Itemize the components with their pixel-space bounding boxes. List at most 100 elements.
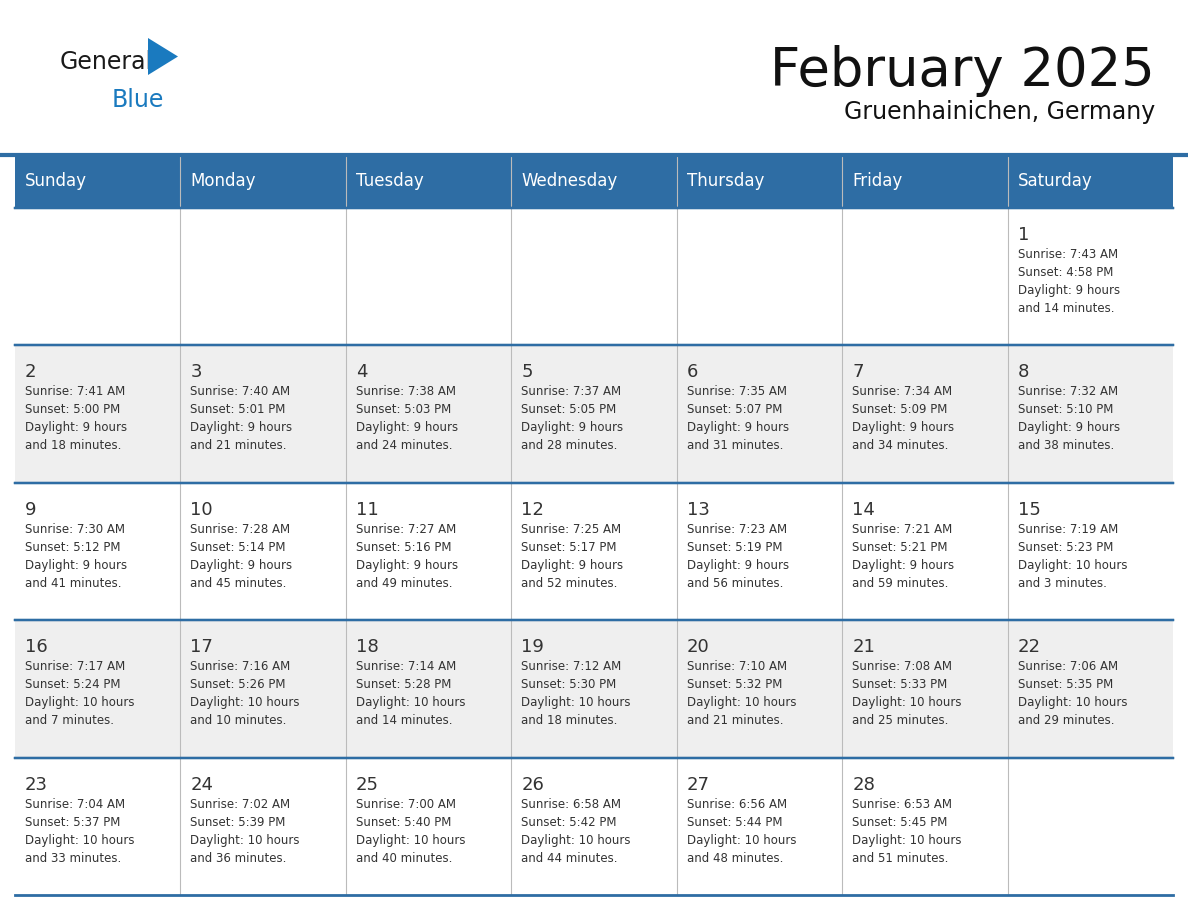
Bar <box>346 208 511 345</box>
Bar <box>346 483 511 621</box>
Text: Sunrise: 7:25 AM
Sunset: 5:17 PM
Daylight: 9 hours
and 52 minutes.: Sunrise: 7:25 AM Sunset: 5:17 PM Dayligh… <box>522 522 624 589</box>
Text: Gruenhainichen, Germany: Gruenhainichen, Germany <box>843 100 1155 124</box>
Text: Sunrise: 6:53 AM
Sunset: 5:45 PM
Daylight: 10 hours
and 51 minutes.: Sunrise: 6:53 AM Sunset: 5:45 PM Dayligh… <box>852 798 961 865</box>
Text: 6: 6 <box>687 364 699 381</box>
Text: Sunrise: 7:02 AM
Sunset: 5:39 PM
Daylight: 10 hours
and 36 minutes.: Sunrise: 7:02 AM Sunset: 5:39 PM Dayligh… <box>190 798 299 865</box>
Bar <box>346 621 511 757</box>
Text: Sunrise: 7:10 AM
Sunset: 5:32 PM
Daylight: 10 hours
and 21 minutes.: Sunrise: 7:10 AM Sunset: 5:32 PM Dayligh… <box>687 660 796 727</box>
Text: Wednesday: Wednesday <box>522 173 618 191</box>
Text: 15: 15 <box>1018 501 1041 519</box>
Text: Sunrise: 7:14 AM
Sunset: 5:28 PM
Daylight: 10 hours
and 14 minutes.: Sunrise: 7:14 AM Sunset: 5:28 PM Dayligh… <box>356 660 466 727</box>
Bar <box>181 483 346 621</box>
Text: Sunrise: 7:35 AM
Sunset: 5:07 PM
Daylight: 9 hours
and 31 minutes.: Sunrise: 7:35 AM Sunset: 5:07 PM Dayligh… <box>687 386 789 453</box>
Bar <box>1007 757 1173 895</box>
Text: Sunrise: 7:00 AM
Sunset: 5:40 PM
Daylight: 10 hours
and 40 minutes.: Sunrise: 7:00 AM Sunset: 5:40 PM Dayligh… <box>356 798 466 865</box>
Bar <box>346 345 511 483</box>
Bar <box>15 757 181 895</box>
Bar <box>842 621 1007 757</box>
Text: 27: 27 <box>687 776 709 793</box>
Bar <box>511 483 677 621</box>
Text: Sunrise: 7:12 AM
Sunset: 5:30 PM
Daylight: 10 hours
and 18 minutes.: Sunrise: 7:12 AM Sunset: 5:30 PM Dayligh… <box>522 660 631 727</box>
Text: Saturday: Saturday <box>1018 173 1092 191</box>
Text: Sunrise: 7:16 AM
Sunset: 5:26 PM
Daylight: 10 hours
and 10 minutes.: Sunrise: 7:16 AM Sunset: 5:26 PM Dayligh… <box>190 660 299 727</box>
Text: Sunrise: 7:27 AM
Sunset: 5:16 PM
Daylight: 9 hours
and 49 minutes.: Sunrise: 7:27 AM Sunset: 5:16 PM Dayligh… <box>356 522 459 589</box>
Text: 9: 9 <box>25 501 37 519</box>
Text: February 2025: February 2025 <box>770 45 1155 97</box>
Text: Sunrise: 7:17 AM
Sunset: 5:24 PM
Daylight: 10 hours
and 7 minutes.: Sunrise: 7:17 AM Sunset: 5:24 PM Dayligh… <box>25 660 134 727</box>
Text: General: General <box>61 50 153 74</box>
Text: Monday: Monday <box>190 173 255 191</box>
Text: 1: 1 <box>1018 226 1029 244</box>
Text: 14: 14 <box>852 501 876 519</box>
Bar <box>842 483 1007 621</box>
Bar <box>181 345 346 483</box>
Bar <box>511 208 677 345</box>
Bar <box>677 345 842 483</box>
Bar <box>15 345 181 483</box>
Text: 20: 20 <box>687 638 709 656</box>
Text: Sunrise: 7:43 AM
Sunset: 4:58 PM
Daylight: 9 hours
and 14 minutes.: Sunrise: 7:43 AM Sunset: 4:58 PM Dayligh… <box>1018 248 1120 315</box>
Bar <box>842 345 1007 483</box>
Text: Sunrise: 6:56 AM
Sunset: 5:44 PM
Daylight: 10 hours
and 48 minutes.: Sunrise: 6:56 AM Sunset: 5:44 PM Dayligh… <box>687 798 796 865</box>
Bar <box>1007 208 1173 345</box>
Bar <box>677 757 842 895</box>
Bar <box>181 208 346 345</box>
Bar <box>511 345 677 483</box>
Text: 3: 3 <box>190 364 202 381</box>
Text: Sunrise: 7:06 AM
Sunset: 5:35 PM
Daylight: 10 hours
and 29 minutes.: Sunrise: 7:06 AM Sunset: 5:35 PM Dayligh… <box>1018 660 1127 727</box>
Text: Sunrise: 7:23 AM
Sunset: 5:19 PM
Daylight: 9 hours
and 56 minutes.: Sunrise: 7:23 AM Sunset: 5:19 PM Dayligh… <box>687 522 789 589</box>
Text: 19: 19 <box>522 638 544 656</box>
Text: 16: 16 <box>25 638 48 656</box>
Text: Sunday: Sunday <box>25 173 87 191</box>
Bar <box>15 621 181 757</box>
Text: 10: 10 <box>190 501 213 519</box>
Text: 18: 18 <box>356 638 379 656</box>
Bar <box>511 757 677 895</box>
Text: Sunrise: 7:38 AM
Sunset: 5:03 PM
Daylight: 9 hours
and 24 minutes.: Sunrise: 7:38 AM Sunset: 5:03 PM Dayligh… <box>356 386 459 453</box>
Text: Sunrise: 7:34 AM
Sunset: 5:09 PM
Daylight: 9 hours
and 34 minutes.: Sunrise: 7:34 AM Sunset: 5:09 PM Dayligh… <box>852 386 954 453</box>
Bar <box>181 621 346 757</box>
Text: 17: 17 <box>190 638 214 656</box>
Bar <box>15 155 1173 208</box>
Text: 24: 24 <box>190 776 214 793</box>
Text: 12: 12 <box>522 501 544 519</box>
Text: Sunrise: 7:30 AM
Sunset: 5:12 PM
Daylight: 9 hours
and 41 minutes.: Sunrise: 7:30 AM Sunset: 5:12 PM Dayligh… <box>25 522 127 589</box>
Text: 13: 13 <box>687 501 709 519</box>
Bar <box>181 757 346 895</box>
Text: 11: 11 <box>356 501 379 519</box>
Text: Sunrise: 7:04 AM
Sunset: 5:37 PM
Daylight: 10 hours
and 33 minutes.: Sunrise: 7:04 AM Sunset: 5:37 PM Dayligh… <box>25 798 134 865</box>
Bar <box>15 208 181 345</box>
Text: 28: 28 <box>852 776 876 793</box>
Text: Blue: Blue <box>112 88 164 112</box>
Text: 25: 25 <box>356 776 379 793</box>
Text: Sunrise: 7:28 AM
Sunset: 5:14 PM
Daylight: 9 hours
and 45 minutes.: Sunrise: 7:28 AM Sunset: 5:14 PM Dayligh… <box>190 522 292 589</box>
Bar <box>511 621 677 757</box>
Text: Sunrise: 6:58 AM
Sunset: 5:42 PM
Daylight: 10 hours
and 44 minutes.: Sunrise: 6:58 AM Sunset: 5:42 PM Dayligh… <box>522 798 631 865</box>
Text: 23: 23 <box>25 776 48 793</box>
Text: Sunrise: 7:19 AM
Sunset: 5:23 PM
Daylight: 10 hours
and 3 minutes.: Sunrise: 7:19 AM Sunset: 5:23 PM Dayligh… <box>1018 522 1127 589</box>
Bar <box>677 621 842 757</box>
Text: 21: 21 <box>852 638 876 656</box>
Bar <box>1007 621 1173 757</box>
Text: Tuesday: Tuesday <box>356 173 424 191</box>
Text: 5: 5 <box>522 364 532 381</box>
Text: Sunrise: 7:21 AM
Sunset: 5:21 PM
Daylight: 9 hours
and 59 minutes.: Sunrise: 7:21 AM Sunset: 5:21 PM Dayligh… <box>852 522 954 589</box>
Text: Sunrise: 7:32 AM
Sunset: 5:10 PM
Daylight: 9 hours
and 38 minutes.: Sunrise: 7:32 AM Sunset: 5:10 PM Dayligh… <box>1018 386 1120 453</box>
Bar <box>842 208 1007 345</box>
Bar <box>15 483 181 621</box>
Text: Friday: Friday <box>852 173 903 191</box>
Bar <box>1007 345 1173 483</box>
Text: Sunrise: 7:37 AM
Sunset: 5:05 PM
Daylight: 9 hours
and 28 minutes.: Sunrise: 7:37 AM Sunset: 5:05 PM Dayligh… <box>522 386 624 453</box>
Bar <box>677 483 842 621</box>
Text: 26: 26 <box>522 776 544 793</box>
Bar <box>842 757 1007 895</box>
Text: 7: 7 <box>852 364 864 381</box>
Bar <box>677 208 842 345</box>
Text: Sunrise: 7:41 AM
Sunset: 5:00 PM
Daylight: 9 hours
and 18 minutes.: Sunrise: 7:41 AM Sunset: 5:00 PM Dayligh… <box>25 386 127 453</box>
Text: Sunrise: 7:40 AM
Sunset: 5:01 PM
Daylight: 9 hours
and 21 minutes.: Sunrise: 7:40 AM Sunset: 5:01 PM Dayligh… <box>190 386 292 453</box>
Text: 4: 4 <box>356 364 367 381</box>
Text: Sunrise: 7:08 AM
Sunset: 5:33 PM
Daylight: 10 hours
and 25 minutes.: Sunrise: 7:08 AM Sunset: 5:33 PM Dayligh… <box>852 660 961 727</box>
Bar <box>1007 483 1173 621</box>
Polygon shape <box>148 38 178 75</box>
Text: Thursday: Thursday <box>687 173 764 191</box>
